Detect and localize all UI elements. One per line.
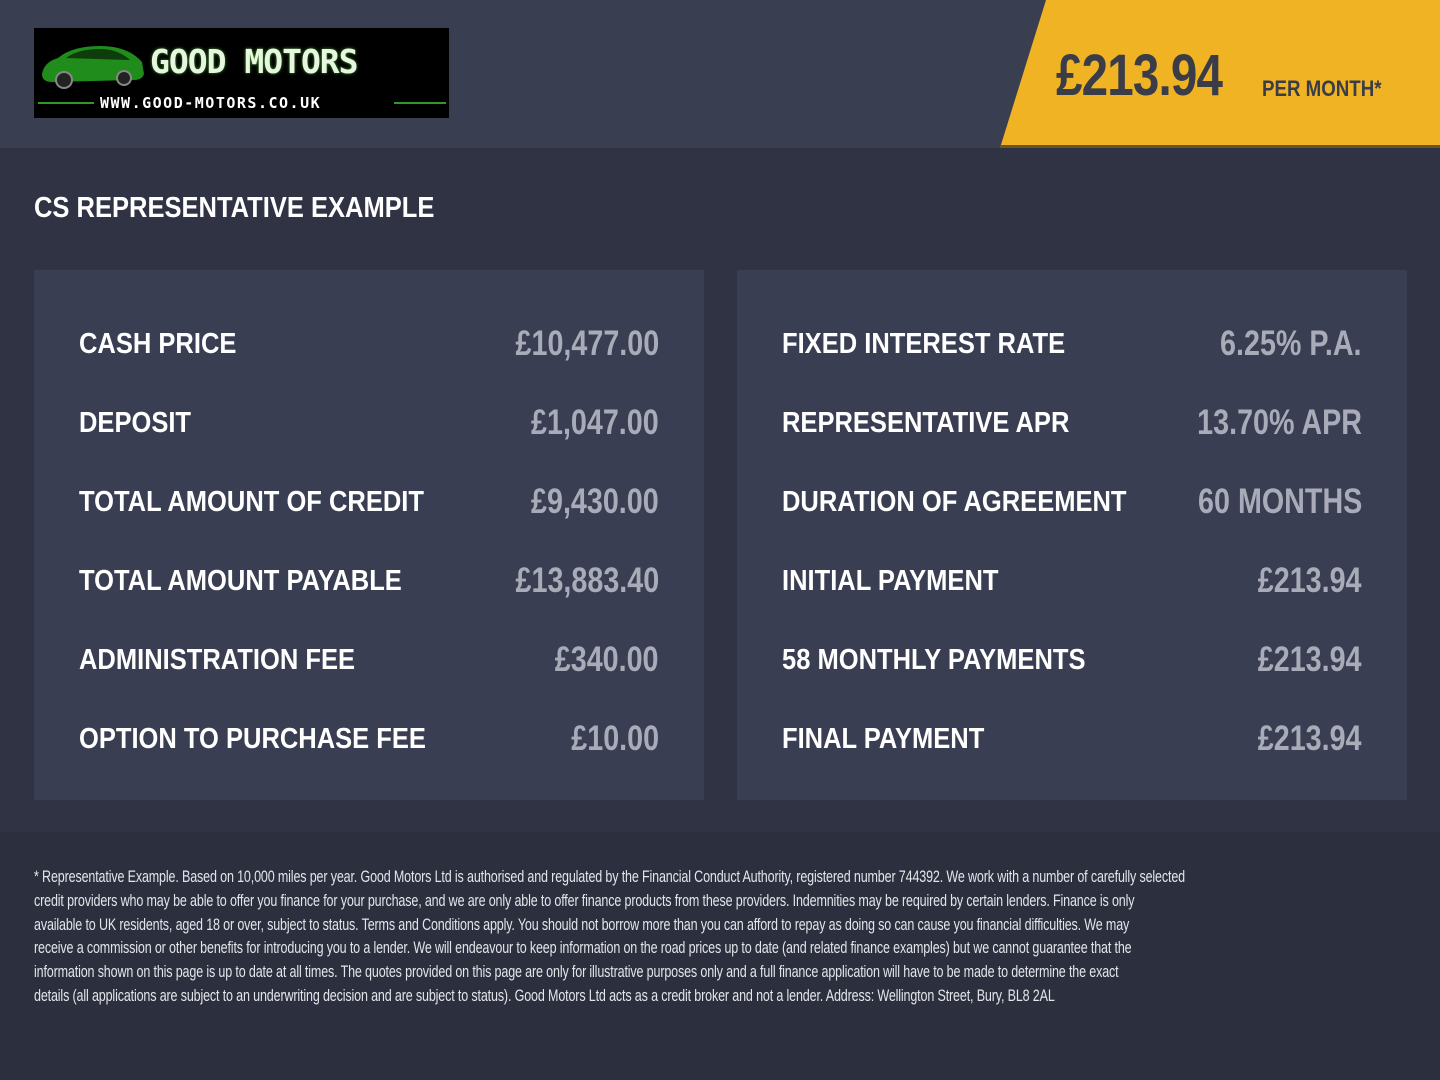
finance-row: OPTION TO PURCHASE FEE £10.00: [79, 719, 659, 763]
disclaimer-line: receive a commission or other benefits f…: [34, 939, 1132, 957]
logo-divider: [394, 102, 446, 104]
disclaimer-line: * Representative Example. Based on 10,00…: [34, 868, 1185, 886]
finance-row: TOTAL AMOUNT OF CREDIT £9,430.00: [79, 482, 659, 526]
monthly-price: £213.94: [1056, 43, 1223, 108]
section-title: CS REPRESENTATIVE EXAMPLE: [34, 192, 435, 224]
logo-brand-text: GOOD MOTORS: [150, 42, 359, 81]
row-value: 60 MONTHS: [1197, 482, 1362, 521]
row-label: DURATION OF AGREEMENT: [782, 486, 1127, 518]
disclaimer-line: available to UK residents, aged 18 or ov…: [34, 916, 1130, 934]
logo-divider: [38, 102, 94, 104]
finance-row: CASH PRICE £10,477.00: [79, 324, 659, 368]
row-label: TOTAL AMOUNT OF CREDIT: [79, 486, 424, 518]
car-icon: [42, 46, 144, 89]
row-label: CASH PRICE: [79, 328, 237, 360]
row-label: FIXED INTEREST RATE: [782, 328, 1066, 360]
row-label: FINAL PAYMENT: [782, 723, 985, 755]
row-value: £1,047.00: [531, 403, 659, 442]
good-motors-logo[interactable]: GOOD MOTORS WWW.GOOD-MOTORS.CO.UK: [34, 28, 449, 118]
row-label: REPRESENTATIVE APR: [782, 407, 1070, 439]
per-month-label: PER MONTH*: [1262, 76, 1382, 101]
finance-row: FIXED INTEREST RATE 6.25% P.A.: [782, 324, 1362, 368]
finance-row: TOTAL AMOUNT PAYABLE £13,883.40: [79, 561, 659, 605]
row-value: 6.25% P.A.: [1220, 324, 1362, 363]
row-label: ADMINISTRATION FEE: [79, 644, 355, 676]
finance-row: INITIAL PAYMENT £213.94: [782, 561, 1362, 605]
disclaimer-footer: * Representative Example. Based on 10,00…: [0, 832, 1440, 1080]
finance-row: FINAL PAYMENT £213.94: [782, 719, 1362, 763]
disclaimer-line: information shown on this page is up to …: [34, 963, 1119, 981]
row-value: £10.00: [571, 719, 659, 758]
row-value: £10,477.00: [515, 324, 659, 363]
row-value: £213.94: [1258, 640, 1362, 679]
row-label: INITIAL PAYMENT: [782, 565, 999, 597]
header: GOOD MOTORS WWW.GOOD-MOTORS.CO.UK £213.9…: [0, 0, 1440, 148]
disclaimer-line: details (all applications are subject to…: [34, 987, 1055, 1005]
finance-details-right-panel: FIXED INTEREST RATE 6.25% P.A. REPRESENTA…: [737, 270, 1407, 800]
row-value: £340.00: [555, 640, 659, 679]
row-label: OPTION TO PURCHASE FEE: [79, 723, 426, 755]
row-label: 58 MONTHLY PAYMENTS: [782, 644, 1086, 676]
row-label: TOTAL AMOUNT PAYABLE: [79, 565, 402, 597]
finance-row: ADMINISTRATION FEE £340.00: [79, 640, 659, 684]
monthly-price-banner: [1000, 0, 1440, 148]
row-value: £213.94: [1258, 719, 1362, 758]
finance-details-left-panel: CASH PRICE £10,477.00 DEPOSIT £1,047.00 TO…: [34, 270, 704, 800]
row-value: 13.70% APR: [1197, 403, 1362, 442]
disclaimer-line: credit providers who may be able to offe…: [34, 892, 1135, 910]
finance-row: DEPOSIT £1,047.00: [79, 403, 659, 447]
row-value: £13,883.40: [515, 561, 659, 600]
logo-url-text: WWW.GOOD-MOTORS.CO.UK: [100, 94, 322, 112]
row-label: DEPOSIT: [79, 407, 192, 439]
finance-row: 58 MONTHLY PAYMENTS £213.94: [782, 640, 1362, 684]
finance-row: DURATION OF AGREEMENT 60 MONTHS: [782, 482, 1362, 526]
row-value: £213.94: [1258, 561, 1362, 600]
finance-row: REPRESENTATIVE APR 13.70% APR: [782, 403, 1362, 447]
row-value: £9,430.00: [531, 482, 659, 521]
